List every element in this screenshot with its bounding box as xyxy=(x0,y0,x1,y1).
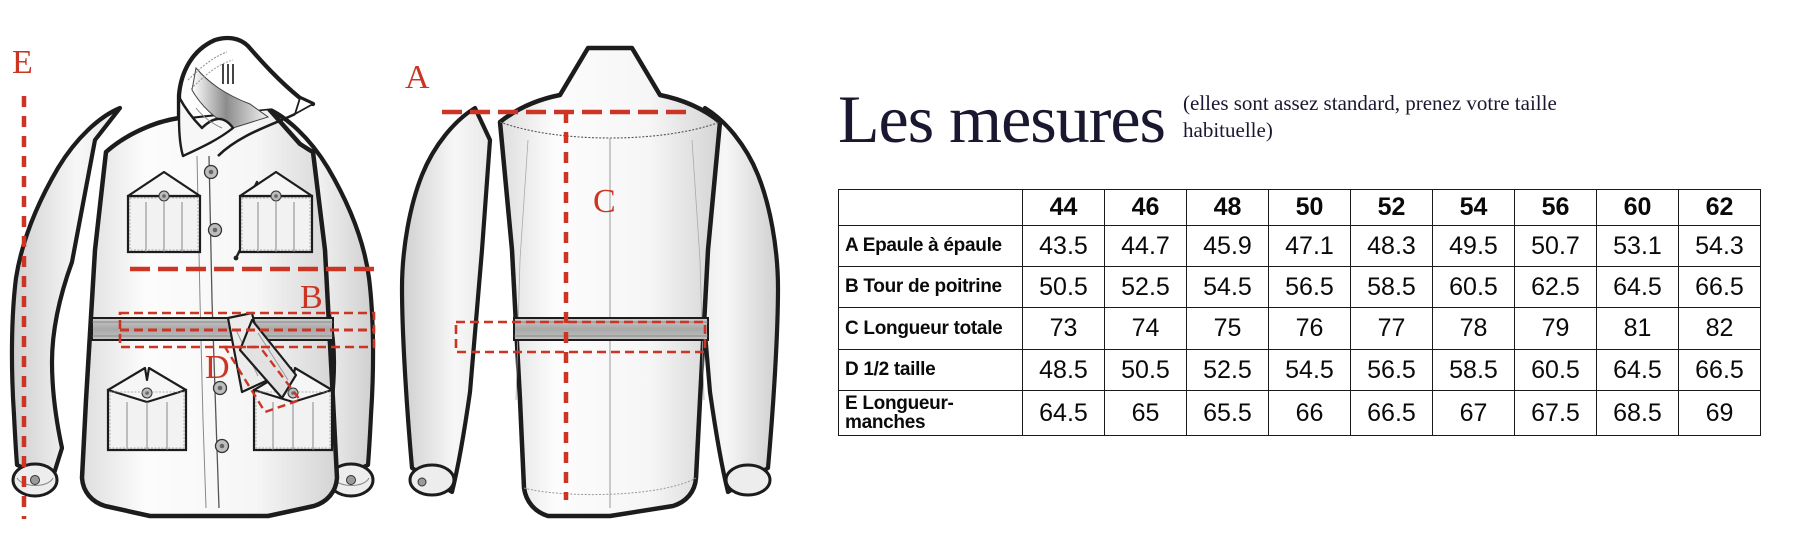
svg-text:B: B xyxy=(300,279,323,316)
svg-text:A: A xyxy=(405,59,430,96)
svg-text:D: D xyxy=(205,349,230,386)
svg-text:E: E xyxy=(12,44,33,81)
svg-text:C: C xyxy=(593,183,616,220)
